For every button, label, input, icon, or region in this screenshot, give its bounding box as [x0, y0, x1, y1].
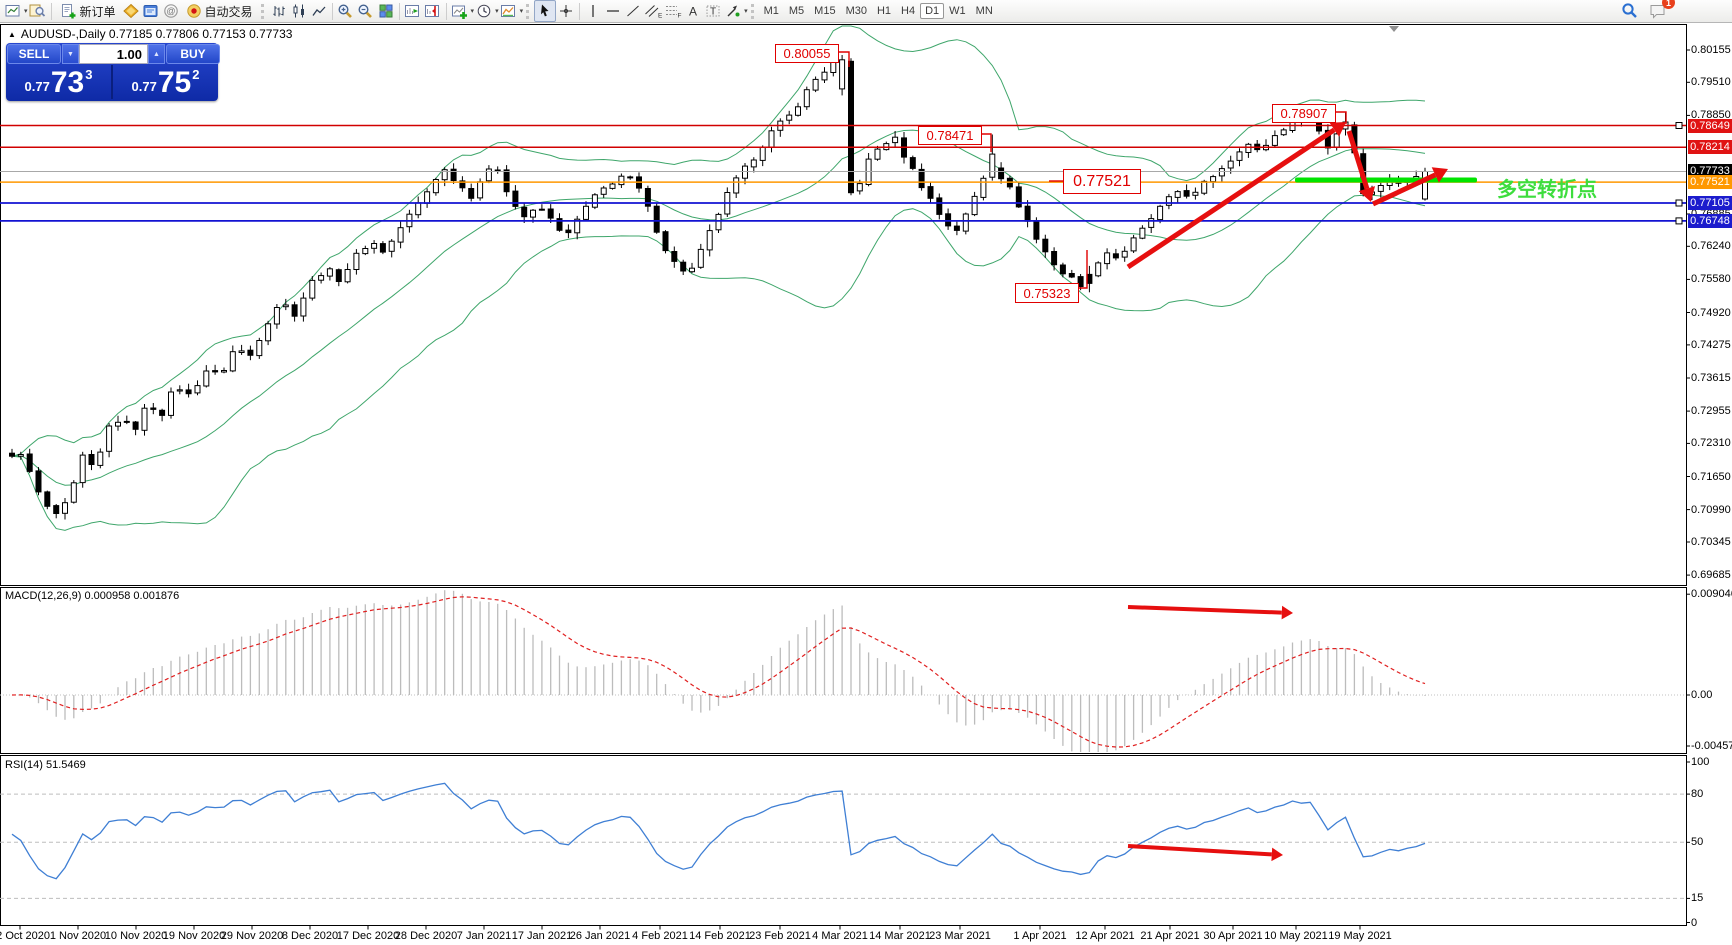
crosshair-tool-icon[interactable] [556, 1, 576, 21]
text-label-tool-icon[interactable]: T [703, 1, 723, 21]
sell-price-small: 0.77 [24, 79, 50, 94]
separator [579, 2, 581, 20]
chat-badge: 1 [1662, 0, 1675, 9]
trend-arrow[interactable] [1127, 605, 1282, 615]
separator [50, 2, 52, 20]
metaquotes-icon[interactable] [121, 1, 141, 21]
svg-text:@: @ [166, 6, 175, 16]
candlestick-chart-icon[interactable] [289, 1, 309, 21]
toolbar: ▾ 新订单 @ 自动交易 ▾ ▾ ▾ E F A T ▾ M1 M5 M15 M30 H… [0, 0, 1732, 23]
timeframe-m15[interactable]: M15 [814, 5, 836, 17]
chart-shift-icon[interactable] [423, 1, 443, 21]
periods-caret-icon[interactable]: ▾ [495, 8, 499, 15]
buy-button[interactable]: BUY [166, 44, 220, 64]
separator [331, 2, 333, 20]
sell-price-sup: 3 [85, 67, 93, 82]
collapse-arrow-icon[interactable]: ▲ [8, 29, 16, 39]
buy-price-small: 0.77 [131, 79, 157, 94]
new-chart-caret-icon[interactable]: ▾ [24, 8, 28, 15]
new-order-button[interactable]: 新订单 [55, 1, 121, 21]
indicators-icon[interactable] [450, 1, 470, 21]
volume-input[interactable] [79, 44, 148, 64]
macd-label: MACD(12,26,9) 0.000958 0.001876 [5, 590, 180, 602]
timeframe-m5[interactable]: M5 [788, 5, 805, 17]
templates-icon[interactable] [499, 1, 519, 21]
timeframe-h4[interactable]: H4 [901, 5, 916, 17]
volume-increase-button[interactable]: ▲ [148, 44, 165, 64]
drag-handle [526, 3, 531, 19]
auto-scroll-icon[interactable] [403, 1, 423, 21]
zoom-in-icon[interactable] [336, 1, 356, 21]
separator [445, 2, 447, 20]
chart-title-text: AUDUSD-,Daily 0.77185 0.77806 0.77153 0.… [20, 27, 293, 41]
bar-chart-icon[interactable] [269, 1, 289, 21]
autotrade-icon [186, 4, 201, 18]
chart-title: ▲ AUDUSD-,Daily 0.77185 0.77806 0.77153 … [8, 27, 292, 41]
drag-handle [750, 3, 756, 19]
horizontal-line-tool-icon[interactable] [603, 1, 623, 21]
timeframe-w1[interactable]: W1 [949, 5, 966, 17]
support-line[interactable] [1295, 177, 1477, 183]
buy-price-sup: 2 [192, 67, 200, 82]
timeframe-m30[interactable]: M30 [845, 5, 867, 17]
terminal-icon[interactable] [141, 1, 161, 21]
sell-button[interactable]: SELL [7, 44, 61, 64]
news-icon[interactable]: @ [161, 1, 181, 21]
zoom-out-icon[interactable] [356, 1, 376, 21]
svg-text:T: T [710, 7, 716, 18]
text-tool-icon[interactable]: A [683, 1, 703, 21]
tile-windows-icon[interactable] [376, 1, 396, 21]
cursor-tool-icon[interactable] [534, 0, 557, 22]
periods-icon[interactable] [474, 1, 494, 21]
line-chart-icon[interactable] [309, 1, 329, 21]
svg-text:A: A [689, 5, 697, 19]
volume-decrease-button[interactable]: ▼ [62, 44, 79, 64]
turning-point-annotation[interactable]: 多空转折点 [1497, 179, 1597, 201]
drag-handle [260, 3, 266, 19]
chat-icon[interactable]: 1 [1648, 0, 1675, 21]
charts-profile-icon[interactable] [28, 1, 48, 21]
autotrade-label: 自动交易 [204, 4, 253, 19]
equidistant-channel-tool-icon[interactable]: E [643, 1, 663, 21]
fibonacci-tool-icon[interactable]: F [663, 1, 683, 21]
indicators-caret-icon[interactable]: ▾ [470, 8, 475, 15]
new-chart-icon[interactable] [3, 1, 23, 21]
timeframe-bar: M1 M5 M15 M30 H1 H4 D1 W1 MN [759, 3, 998, 19]
new-order-label: 新订单 [79, 4, 116, 19]
trend-arrow[interactable] [1346, 130, 1370, 190]
timeframe-d1[interactable]: D1 [920, 3, 945, 19]
one-click-trading-panel: SELL ▼ ▲ BUY 0.77 73 3 0.77 75 2 [6, 43, 220, 101]
sell-price-big: 73 [50, 66, 85, 99]
timeframe-m1[interactable]: M1 [763, 5, 779, 17]
sell-price[interactable]: 0.77 73 3 [6, 65, 113, 99]
search-icon[interactable] [1620, 1, 1640, 21]
trendline-tool-icon[interactable] [623, 1, 643, 21]
buy-price[interactable]: 0.77 75 2 [113, 65, 218, 99]
svg-text:F: F [678, 13, 682, 20]
arrows-tool-icon[interactable] [723, 1, 743, 21]
buy-price-big: 75 [157, 66, 192, 99]
timeframe-h1[interactable]: H1 [876, 5, 892, 17]
autotrade-button[interactable]: 自动交易 [181, 1, 258, 21]
trend-arrow[interactable] [1126, 127, 1336, 270]
templates-caret-icon[interactable]: ▾ [519, 8, 524, 15]
separator [398, 2, 400, 20]
trend-arrow[interactable] [1127, 844, 1272, 857]
timeframe-mn[interactable]: MN [975, 5, 993, 17]
trend-arrow[interactable] [1371, 172, 1437, 207]
rsi-label: RSI(14) 51.5469 [5, 759, 86, 771]
new-order-icon [61, 3, 76, 18]
arrows-caret-icon[interactable]: ▾ [744, 8, 748, 15]
vertical-line-tool-icon[interactable] [583, 1, 603, 21]
svg-text:E: E [658, 13, 662, 20]
